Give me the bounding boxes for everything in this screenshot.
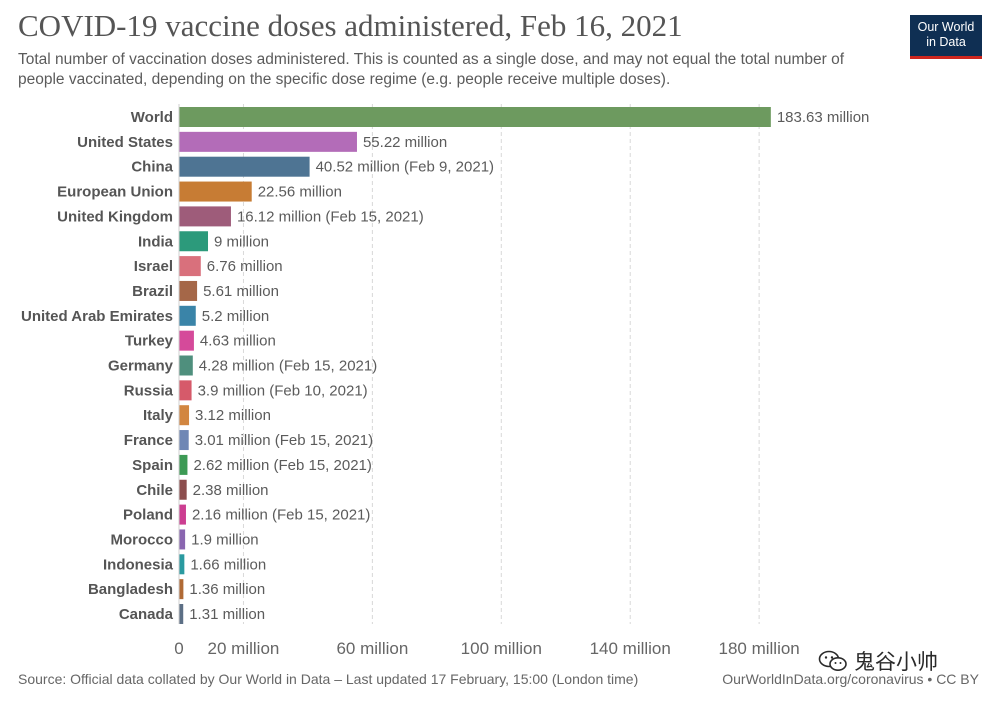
x-tick-label-2: 60 million (336, 639, 408, 658)
credit-link[interactable]: OurWorldInData.org/coronavirus • CC BY (722, 671, 979, 687)
logo-line-2: in Data (926, 35, 966, 49)
category-label-15: Chile (136, 482, 173, 499)
wechat-icon (818, 650, 847, 671)
logo-accent-bar (910, 56, 982, 59)
chart-subtitle: Total number of vaccination doses admini… (18, 51, 845, 88)
x-tick-label-3: 100 million (461, 639, 542, 658)
value-label-11: 3.9 million (Feb 10, 2021) (198, 382, 368, 399)
value-label-17: 1.9 million (191, 531, 259, 548)
category-label-9: Turkey (125, 333, 174, 350)
bar-7[interactable] (179, 280, 198, 301)
logo-line-1: Our World (917, 20, 975, 34)
bar-16[interactable] (179, 504, 186, 525)
value-label-14: 2.62 million (Feb 15, 2021) (193, 457, 371, 474)
bar-6[interactable] (179, 256, 201, 277)
category-label-0: World (131, 109, 173, 126)
value-label-5: 9 million (214, 233, 269, 250)
category-label-10: Germany (108, 358, 174, 375)
value-label-18: 1.66 million (190, 556, 266, 573)
bar-18[interactable] (179, 554, 185, 575)
watermark: 鬼谷小帅 (818, 646, 938, 676)
category-label-1: United States (77, 134, 173, 151)
category-label-18: Indonesia (103, 556, 174, 573)
value-label-13: 3.01 million (Feb 15, 2021) (195, 432, 373, 449)
category-label-19: Bangladesh (88, 581, 173, 598)
value-label-1: 55.22 million (363, 134, 447, 151)
source-note[interactable]: Source: Official data collated by Our Wo… (18, 671, 639, 687)
value-label-20: 1.31 million (189, 606, 265, 623)
category-label-12: Italy (143, 407, 174, 424)
x-tick-label-0: 0 (174, 639, 183, 658)
chart-title: COVID-19 vaccine doses administered, Feb… (18, 8, 683, 43)
category-label-4: United Kingdom (57, 208, 173, 225)
value-label-8: 5.2 million (202, 308, 270, 325)
value-label-3: 22.56 million (258, 184, 342, 201)
x-tick-label-4: 140 million (590, 639, 671, 658)
x-tick-label-1: 20 million (208, 639, 280, 658)
category-label-13: France (124, 432, 173, 449)
bar-8[interactable] (179, 305, 196, 326)
watermark-text: 鬼谷小帅 (854, 651, 938, 674)
x-tick-label-5: 180 million (719, 639, 800, 658)
category-label-3: European Union (57, 184, 173, 201)
category-label-7: Brazil (132, 283, 173, 300)
value-label-7: 5.61 million (203, 283, 279, 300)
value-label-10: 4.28 million (Feb 15, 2021) (199, 358, 377, 375)
owid-logo[interactable]: Our World in Data (910, 15, 982, 59)
value-label-9: 4.63 million (200, 333, 276, 350)
bar-1[interactable] (179, 131, 357, 152)
bar-13[interactable] (179, 430, 189, 451)
bar-11[interactable] (179, 380, 192, 401)
value-label-12: 3.12 million (195, 407, 271, 424)
bar-15[interactable] (179, 479, 187, 500)
category-label-11: Russia (124, 382, 174, 399)
category-label-20: Canada (119, 606, 174, 623)
value-label-15: 2.38 million (193, 482, 269, 499)
bar-10[interactable] (179, 355, 193, 376)
category-label-16: Poland (123, 507, 173, 524)
bar-4[interactable] (179, 206, 231, 227)
category-label-5: India (138, 233, 174, 250)
bar-5[interactable] (179, 231, 209, 252)
value-label-6: 6.76 million (207, 258, 283, 275)
value-label-2: 40.52 million (Feb 9, 2021) (316, 159, 494, 176)
value-label-0: 183.63 million (777, 109, 870, 126)
category-label-14: Spain (132, 457, 173, 474)
bar-12[interactable] (179, 405, 190, 426)
value-label-19: 1.36 million (189, 581, 265, 598)
category-label-2: China (131, 159, 173, 176)
bar-2[interactable] (179, 156, 310, 177)
bar-9[interactable] (179, 330, 194, 351)
bar-17[interactable] (179, 529, 186, 550)
bar-0[interactable] (179, 107, 771, 127)
bar-3[interactable] (179, 181, 252, 202)
bar-20[interactable] (179, 604, 184, 624)
value-label-16: 2.16 million (Feb 15, 2021) (192, 507, 370, 524)
bar-19[interactable] (179, 579, 184, 600)
category-label-17: Morocco (110, 531, 173, 548)
value-label-4: 16.12 million (Feb 15, 2021) (237, 208, 424, 225)
bar-14[interactable] (179, 454, 188, 475)
category-label-6: Israel (134, 258, 173, 275)
category-label-8: United Arab Emirates (21, 308, 173, 325)
